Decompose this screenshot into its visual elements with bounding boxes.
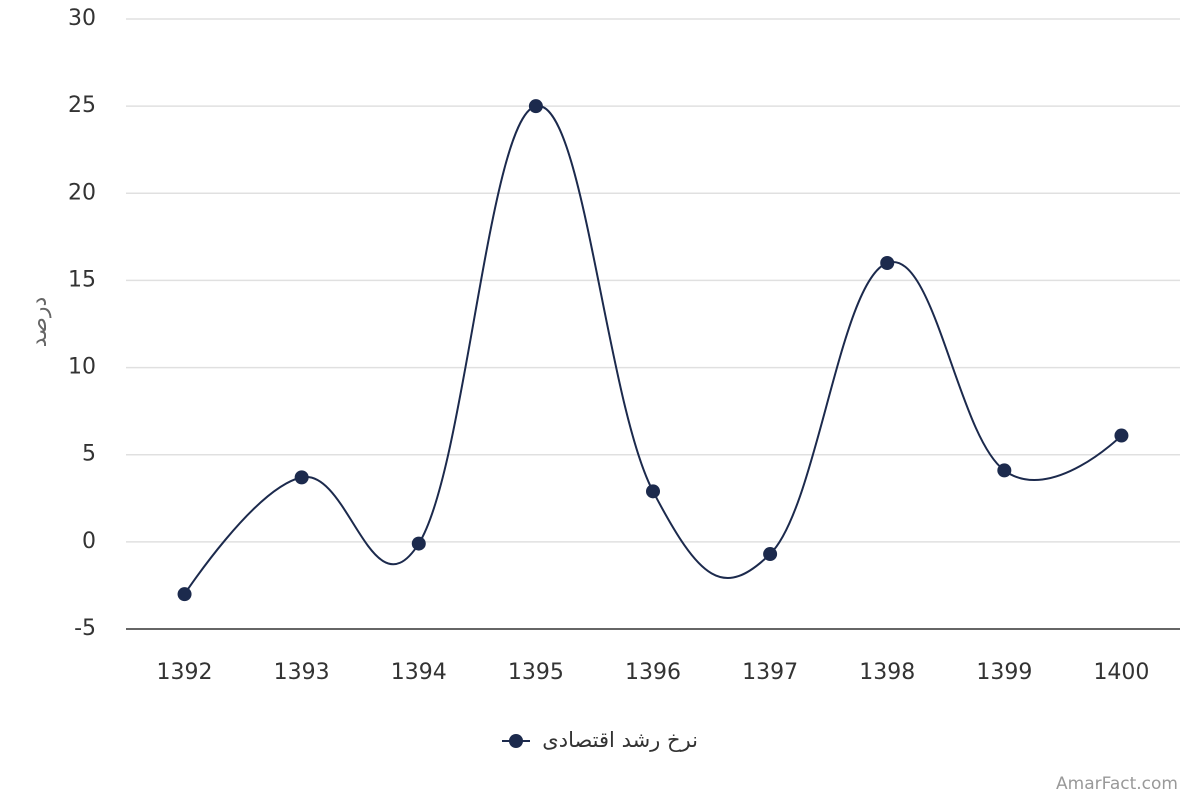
x-tick-label: 1393 (274, 660, 330, 685)
y-tick-label: 15 (68, 267, 96, 292)
y-tick-label: 5 (82, 442, 96, 467)
point (177, 587, 192, 602)
y-tick-label: 30 (68, 6, 96, 31)
x-tick-label: 1392 (157, 660, 213, 685)
point (294, 470, 309, 485)
legend-symbol (509, 734, 523, 748)
y-tick-label: 20 (68, 180, 96, 205)
x-tick-label: 1400 (1093, 660, 1149, 685)
point (763, 547, 778, 562)
y-tick-label: -5 (74, 616, 96, 641)
credit: AmarFact.com (1056, 774, 1178, 794)
x-tick-label: 1394 (391, 660, 447, 685)
point (646, 484, 660, 499)
y-tick-label: 25 (68, 93, 96, 118)
x-tick-label: 1395 (508, 660, 564, 685)
x-tick-label: 1396 (625, 660, 681, 685)
legend-label: نرخ رشد اقتصادی (542, 728, 698, 752)
point (528, 99, 543, 114)
x-tick-label: 1398 (859, 660, 915, 685)
series-line (183, 105, 1123, 595)
x-tick-label: 1397 (742, 660, 798, 685)
y-axis-label: درصد (27, 297, 52, 348)
point (411, 536, 426, 551)
point (997, 463, 1012, 478)
point (1114, 428, 1129, 443)
y-tick-label: 0 (82, 529, 96, 554)
point (880, 256, 895, 270)
y-tick-label: 10 (68, 355, 96, 380)
x-tick-label: 1399 (976, 660, 1032, 685)
